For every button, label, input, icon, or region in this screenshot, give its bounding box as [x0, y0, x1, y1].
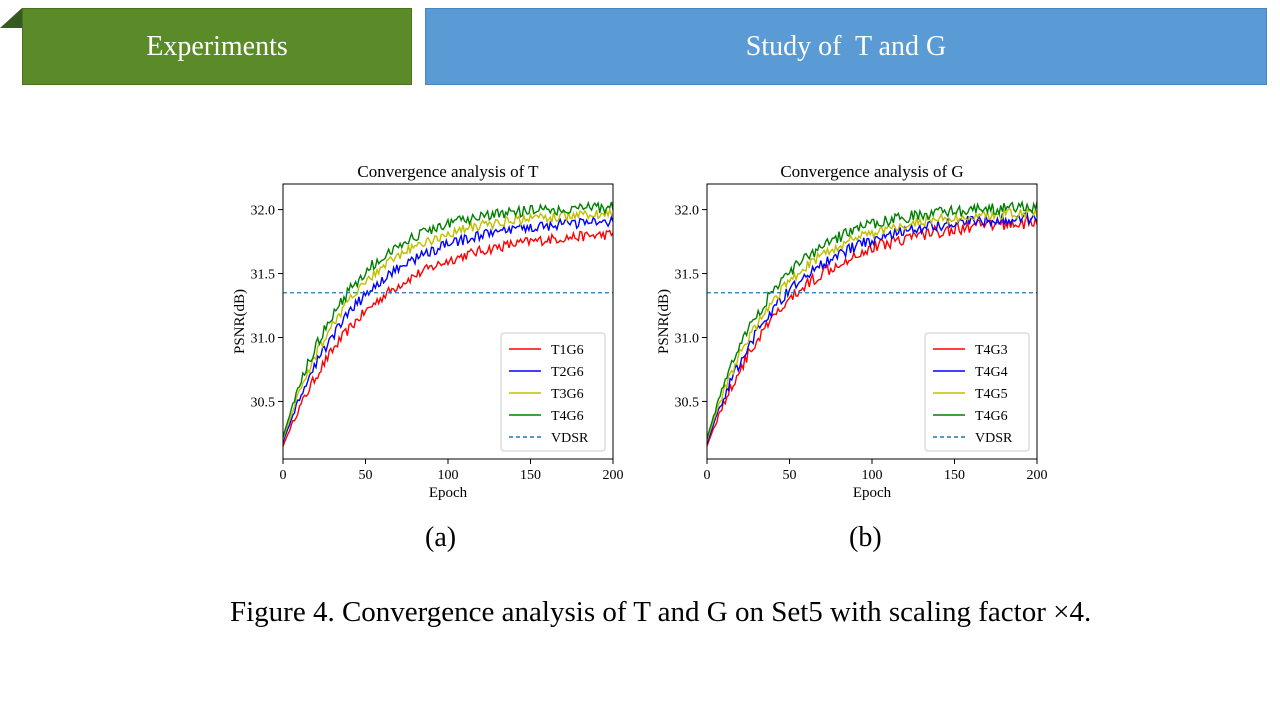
series-line-t1g6 [282, 229, 614, 447]
legend-label-t2g6: T2G6 [551, 365, 584, 380]
x-tick-label: 150 [520, 468, 541, 483]
legend-label-vdsr: VDSR [975, 431, 1013, 446]
figure-caption: Figure 4. Convergence analysis of T and … [230, 596, 1092, 628]
series-line-t4g5 [706, 208, 1038, 442]
legend-label-vdsr: VDSR [551, 431, 589, 446]
legend-label-t3g6: T3G6 [551, 387, 584, 402]
legend-label-t4g3: T4G3 [975, 343, 1008, 358]
chart-convergence-t: Convergence analysis of T 0 50 100 150 200 30.… [232, 162, 624, 501]
series-line-t2g6 [282, 215, 614, 443]
x-tick-label: 0 [280, 468, 287, 483]
legend-label-t1g6: T1G6 [551, 343, 584, 358]
y-axis-label: PSNR(dB) [232, 289, 248, 354]
y-tick-label: 30.5 [251, 395, 276, 410]
section-tab: Experiments [22, 8, 412, 85]
chart-title: Convergence analysis of T [357, 162, 539, 181]
x-tick-label: 200 [1027, 468, 1048, 483]
series-line-t4g4 [706, 212, 1038, 444]
legend-label-t4g6: T4G6 [975, 409, 1008, 424]
y-tick-label: 32.0 [251, 204, 276, 219]
y-tick-label: 32.0 [675, 204, 700, 219]
legend-box [500, 332, 606, 452]
legend-label-t4g4: T4G4 [975, 365, 1008, 380]
series-line-t4g3 [706, 214, 1038, 447]
subfigure-label-b: (b) [849, 522, 882, 553]
series-line-t4g6 [706, 199, 1038, 439]
x-axis-label: Epoch [429, 485, 468, 501]
slide-title: Study of T and G [745, 30, 947, 62]
chart-title: Convergence analysis of G [780, 162, 963, 181]
legend-label-t4g5: T4G5 [975, 387, 1008, 402]
legend-box [924, 332, 1030, 452]
x-tick-label: 150 [944, 468, 965, 483]
header-corner-triangle [0, 8, 22, 28]
y-tick-label: 31.5 [251, 268, 276, 283]
y-axis-label: PSNR(dB) [656, 289, 672, 354]
x-tick-label: 0 [704, 468, 711, 483]
subfigure-label-a: (a) [425, 522, 457, 553]
series-line-t4g6 [282, 200, 614, 438]
x-tick-label: 100 [438, 468, 459, 483]
x-tick-label: 200 [603, 468, 624, 483]
section-label: Experiments [146, 30, 288, 62]
legend-label-t4g6: T4G6 [551, 409, 584, 424]
x-tick-label: 100 [862, 468, 883, 483]
x-axis-label: Epoch [853, 485, 892, 501]
x-tick-label: 50 [359, 468, 373, 483]
y-tick-label: 30.5 [675, 395, 700, 410]
y-tick-label: 31.5 [675, 268, 700, 283]
chart-convergence-g: Convergence analysis of G 0 50 100 150 200 30.… [656, 162, 1048, 501]
y-tick-label: 31.0 [675, 331, 700, 346]
x-tick-label: 50 [783, 468, 797, 483]
y-tick-label: 31.0 [251, 331, 276, 346]
series-line-t3g6 [282, 207, 614, 441]
title-tab: Study of T and G [425, 8, 1267, 85]
